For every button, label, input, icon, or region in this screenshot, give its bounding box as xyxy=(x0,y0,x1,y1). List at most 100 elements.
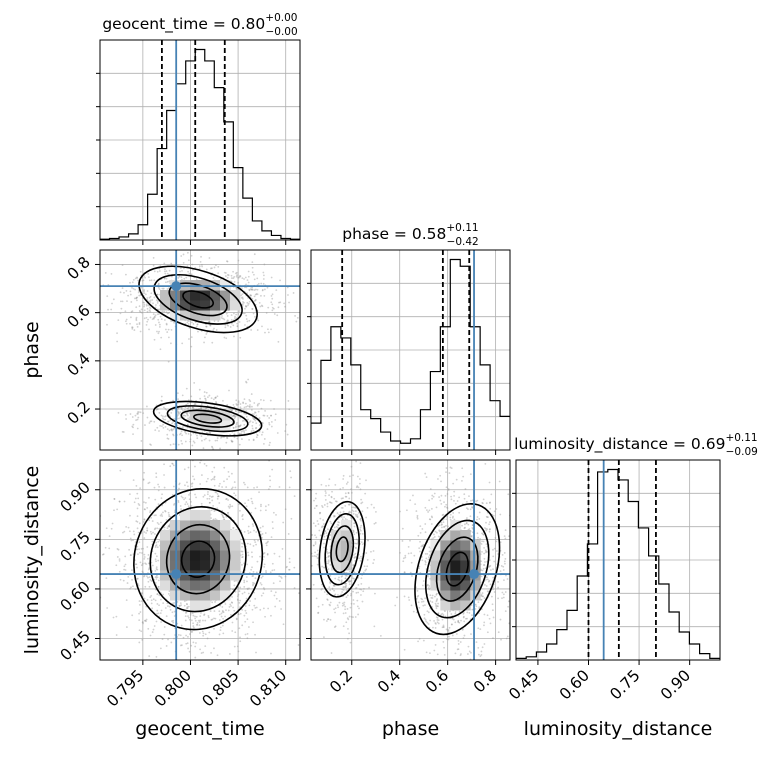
sample-point xyxy=(271,297,274,300)
sample-point xyxy=(243,419,245,422)
sample-point xyxy=(461,524,463,527)
sample-point xyxy=(254,299,257,302)
sample-point xyxy=(265,542,268,545)
sample-point xyxy=(457,621,460,623)
sample-point xyxy=(185,432,188,435)
sample-point xyxy=(194,645,197,648)
sample-point xyxy=(271,521,274,523)
sample-point xyxy=(262,592,265,595)
sample-point xyxy=(139,551,141,554)
sample-point xyxy=(143,501,145,504)
sample-point xyxy=(278,301,280,304)
sample-point xyxy=(251,308,254,310)
sample-point xyxy=(217,495,220,498)
sample-point xyxy=(236,437,239,440)
sample-point xyxy=(188,650,191,653)
sample-point xyxy=(315,597,318,600)
sample-point xyxy=(238,432,241,435)
sample-point xyxy=(200,407,203,409)
sample-point xyxy=(200,407,203,410)
sample-point xyxy=(145,575,148,578)
sample-point xyxy=(243,430,246,432)
density-cell xyxy=(180,290,191,301)
sample-point xyxy=(236,404,238,406)
sample-point xyxy=(236,598,239,601)
sample-point xyxy=(241,296,244,299)
sample-point xyxy=(196,623,198,626)
sample-point xyxy=(372,562,375,565)
sample-point xyxy=(90,277,92,279)
sample-point xyxy=(241,277,244,280)
sample-point xyxy=(186,321,189,324)
sample-point xyxy=(188,618,191,621)
sample-point xyxy=(157,489,160,492)
sample-point xyxy=(204,398,207,401)
sample-point xyxy=(252,429,255,432)
sample-point xyxy=(231,486,234,489)
sample-point xyxy=(366,565,369,568)
sample-point xyxy=(211,499,214,502)
sample-point xyxy=(425,620,428,623)
sample-point xyxy=(223,466,226,469)
sample-point xyxy=(215,401,217,403)
sample-point xyxy=(190,483,193,485)
sample-point xyxy=(333,608,336,611)
sample-point xyxy=(284,305,286,308)
sample-point xyxy=(453,683,455,685)
sample-point xyxy=(158,288,161,290)
sample-point xyxy=(226,512,229,514)
sample-point xyxy=(267,504,270,506)
sample-point xyxy=(163,262,166,265)
sample-point xyxy=(241,420,244,422)
sample-point xyxy=(138,612,140,615)
sample-point xyxy=(153,270,156,273)
sample-point xyxy=(459,654,462,657)
sample-point xyxy=(252,545,255,547)
sample-point xyxy=(160,399,163,402)
density-cell xyxy=(220,300,231,311)
density-cell xyxy=(210,580,221,591)
sample-point xyxy=(340,506,343,509)
sample-point xyxy=(154,306,157,309)
sample-point xyxy=(156,426,159,429)
sample-point xyxy=(204,645,207,648)
sample-point xyxy=(156,300,159,303)
sample-point xyxy=(207,614,210,617)
sample-point xyxy=(199,407,202,410)
sample-point xyxy=(225,497,228,500)
sample-point xyxy=(149,443,151,446)
sample-point xyxy=(185,642,188,645)
sample-point xyxy=(254,427,257,430)
sample-point xyxy=(253,418,256,421)
sample-point xyxy=(165,270,168,273)
sample-point xyxy=(146,310,149,313)
sample-point xyxy=(285,423,288,426)
sample-point xyxy=(164,510,166,512)
sample-point xyxy=(350,602,353,605)
sample-point xyxy=(181,394,184,397)
sample-point xyxy=(112,298,115,301)
sample-point xyxy=(251,288,254,291)
sample-point xyxy=(127,575,130,578)
sample-point xyxy=(254,288,257,291)
sample-point xyxy=(247,551,249,554)
sample-point xyxy=(252,439,255,442)
sample-point xyxy=(191,406,194,409)
sample-point xyxy=(143,275,146,277)
sample-point xyxy=(262,274,265,277)
sample-point xyxy=(470,535,473,538)
sample-point xyxy=(480,560,483,563)
sample-point xyxy=(270,328,272,331)
sample-point xyxy=(116,332,118,335)
sample-point xyxy=(262,525,264,528)
sample-point xyxy=(120,307,123,310)
sample-point xyxy=(454,502,457,505)
sample-point xyxy=(158,485,160,488)
sample-point xyxy=(421,544,424,547)
sample-point xyxy=(158,270,161,272)
sample-point xyxy=(228,506,231,509)
density-cell xyxy=(180,300,191,311)
sample-point xyxy=(234,409,237,412)
sample-point xyxy=(261,536,263,539)
sample-point xyxy=(462,611,465,614)
